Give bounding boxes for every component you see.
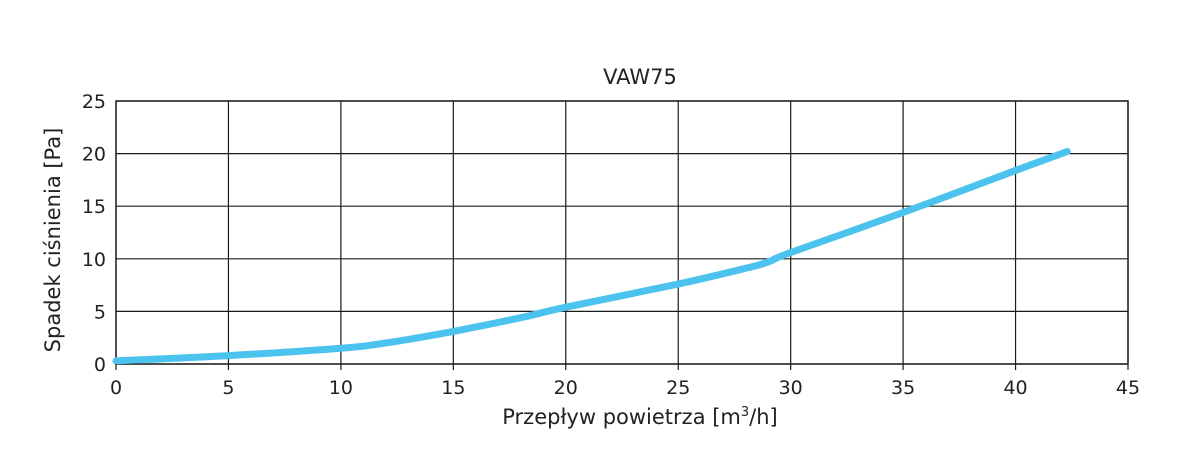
x-tick-label: 10 bbox=[329, 377, 353, 399]
x-tick-label: 45 bbox=[1116, 377, 1140, 399]
y-tick-label: 10 bbox=[82, 249, 106, 271]
y-axis-label: Spadek ciśnienia [Pa] bbox=[41, 128, 65, 353]
chart-title: VAW75 bbox=[603, 65, 677, 89]
y-tick-label: 20 bbox=[82, 144, 106, 166]
x-tick-label: 40 bbox=[1003, 377, 1027, 399]
x-tick-label: 35 bbox=[891, 377, 915, 399]
plot-frame bbox=[115, 100, 1129, 365]
y-tick-label: 25 bbox=[82, 91, 106, 113]
x-tick-label: 30 bbox=[779, 377, 803, 399]
plot-border bbox=[115, 100, 1129, 365]
grid bbox=[115, 100, 1129, 365]
x-tick-label: 20 bbox=[554, 377, 578, 399]
y-tick-label: 0 bbox=[94, 354, 106, 376]
x-axis-label-main: Przepływ powietrza [m bbox=[502, 405, 741, 429]
x-tick-labels: 0 5 10 15 20 25 30 35 40 45 bbox=[110, 364, 1140, 399]
y-tick-label: 15 bbox=[82, 196, 106, 218]
x-tick-label: 25 bbox=[666, 377, 690, 399]
y-tick-label: 5 bbox=[94, 301, 106, 323]
series-layer bbox=[112, 148, 1071, 365]
x-tick-label: 5 bbox=[222, 377, 234, 399]
x-axis-label: Przepływ powietrza [m3/h] bbox=[502, 405, 778, 429]
x-tick-label: 0 bbox=[110, 377, 122, 399]
x-axis-label-unit: /h] bbox=[749, 405, 778, 429]
y-tick-labels: 0 5 10 15 20 25 bbox=[82, 91, 106, 376]
x-axis-label-superscript: 3 bbox=[741, 405, 749, 420]
x-tick-label: 15 bbox=[441, 377, 465, 399]
series-line bbox=[112, 148, 1071, 365]
